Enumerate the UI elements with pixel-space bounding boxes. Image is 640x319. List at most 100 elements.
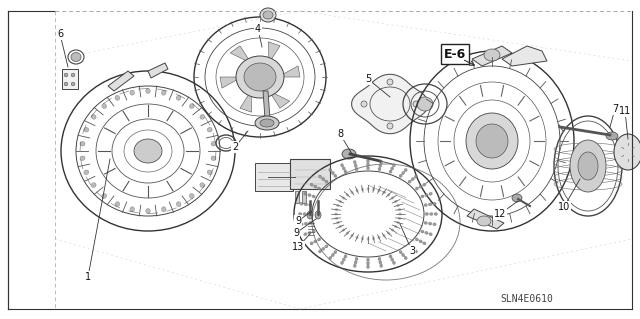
- Ellipse shape: [425, 194, 428, 197]
- Ellipse shape: [319, 175, 322, 178]
- Ellipse shape: [411, 247, 414, 250]
- Ellipse shape: [335, 217, 338, 220]
- Ellipse shape: [419, 185, 422, 188]
- Ellipse shape: [314, 185, 317, 188]
- Ellipse shape: [353, 264, 356, 268]
- Ellipse shape: [428, 222, 432, 225]
- Ellipse shape: [146, 209, 150, 213]
- Ellipse shape: [161, 207, 166, 212]
- Ellipse shape: [356, 189, 358, 192]
- Ellipse shape: [314, 240, 317, 243]
- Circle shape: [64, 73, 68, 77]
- Ellipse shape: [200, 115, 205, 119]
- Ellipse shape: [315, 211, 321, 219]
- Ellipse shape: [351, 234, 353, 237]
- Text: 1: 1: [85, 272, 91, 282]
- Ellipse shape: [606, 132, 618, 140]
- Ellipse shape: [411, 177, 414, 181]
- Ellipse shape: [211, 142, 216, 146]
- Ellipse shape: [379, 261, 382, 264]
- Ellipse shape: [310, 242, 314, 245]
- Ellipse shape: [392, 163, 396, 167]
- Ellipse shape: [380, 160, 383, 164]
- Ellipse shape: [329, 256, 332, 260]
- Ellipse shape: [390, 258, 394, 261]
- Ellipse shape: [396, 221, 400, 224]
- Ellipse shape: [130, 90, 134, 95]
- Ellipse shape: [312, 230, 316, 233]
- Ellipse shape: [389, 255, 392, 258]
- Bar: [62, 69, 78, 89]
- Ellipse shape: [115, 202, 120, 207]
- Ellipse shape: [346, 193, 349, 197]
- Ellipse shape: [466, 113, 518, 169]
- Ellipse shape: [424, 204, 428, 207]
- Text: 10: 10: [558, 202, 570, 212]
- Ellipse shape: [367, 265, 369, 269]
- Ellipse shape: [342, 197, 345, 199]
- Ellipse shape: [415, 238, 419, 241]
- Ellipse shape: [340, 163, 344, 167]
- Ellipse shape: [211, 156, 216, 160]
- Ellipse shape: [333, 174, 337, 178]
- Ellipse shape: [336, 221, 340, 224]
- Ellipse shape: [312, 195, 316, 198]
- Text: 5: 5: [365, 74, 371, 84]
- Ellipse shape: [367, 167, 369, 170]
- Ellipse shape: [417, 97, 433, 111]
- Ellipse shape: [394, 225, 397, 228]
- Ellipse shape: [102, 104, 107, 108]
- Ellipse shape: [344, 170, 347, 173]
- Ellipse shape: [367, 258, 369, 262]
- Ellipse shape: [414, 250, 417, 253]
- Ellipse shape: [356, 236, 358, 239]
- Ellipse shape: [102, 194, 107, 198]
- Text: 7: 7: [612, 104, 618, 114]
- Ellipse shape: [398, 217, 401, 220]
- Ellipse shape: [391, 197, 394, 199]
- Ellipse shape: [329, 168, 332, 172]
- Polygon shape: [108, 71, 134, 91]
- Text: 3: 3: [409, 246, 415, 256]
- Ellipse shape: [200, 183, 205, 188]
- Ellipse shape: [420, 230, 424, 233]
- Circle shape: [387, 123, 393, 129]
- Ellipse shape: [354, 261, 357, 264]
- Polygon shape: [351, 74, 429, 134]
- Ellipse shape: [367, 262, 369, 265]
- Ellipse shape: [434, 212, 438, 216]
- Ellipse shape: [387, 232, 390, 235]
- Ellipse shape: [476, 124, 508, 158]
- Bar: [255, 163, 293, 191]
- Ellipse shape: [512, 194, 522, 202]
- Ellipse shape: [308, 204, 312, 207]
- Ellipse shape: [404, 168, 407, 172]
- Ellipse shape: [80, 156, 85, 160]
- Polygon shape: [263, 91, 270, 119]
- Ellipse shape: [339, 200, 342, 203]
- Ellipse shape: [425, 231, 428, 234]
- Ellipse shape: [304, 222, 308, 225]
- Text: 12: 12: [494, 209, 506, 219]
- Ellipse shape: [80, 142, 85, 146]
- Ellipse shape: [335, 208, 338, 211]
- Polygon shape: [240, 91, 252, 112]
- Ellipse shape: [429, 192, 433, 195]
- Ellipse shape: [115, 95, 120, 100]
- Ellipse shape: [614, 134, 640, 170]
- Ellipse shape: [336, 204, 340, 207]
- Ellipse shape: [324, 245, 328, 248]
- Ellipse shape: [322, 247, 325, 250]
- Ellipse shape: [378, 257, 381, 261]
- Ellipse shape: [303, 212, 307, 216]
- Ellipse shape: [342, 258, 346, 261]
- Polygon shape: [278, 66, 300, 77]
- Ellipse shape: [420, 195, 424, 198]
- Ellipse shape: [189, 194, 194, 198]
- Ellipse shape: [92, 183, 96, 188]
- Ellipse shape: [433, 202, 436, 205]
- Circle shape: [413, 101, 419, 107]
- Ellipse shape: [372, 237, 375, 240]
- Circle shape: [64, 82, 68, 86]
- Ellipse shape: [340, 261, 344, 264]
